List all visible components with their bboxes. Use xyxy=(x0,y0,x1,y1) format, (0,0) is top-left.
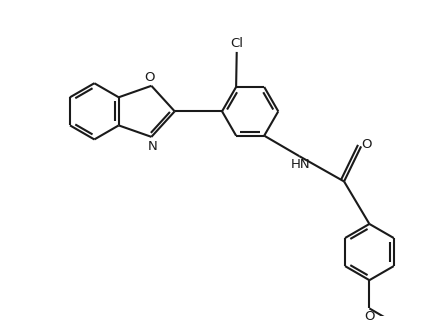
Text: O: O xyxy=(362,138,372,151)
Text: O: O xyxy=(145,71,155,84)
Text: N: N xyxy=(148,140,158,153)
Text: Cl: Cl xyxy=(230,37,243,50)
Text: HN: HN xyxy=(291,158,311,171)
Text: O: O xyxy=(364,310,374,323)
